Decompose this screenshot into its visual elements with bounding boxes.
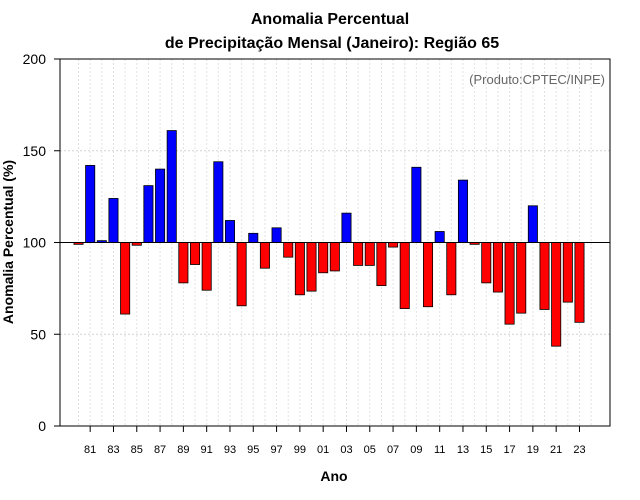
- x-tick-label: 07: [387, 444, 399, 456]
- bar-1988: [166, 130, 177, 243]
- x-tick-label: 05: [364, 444, 376, 456]
- x-axis-label: Ano: [320, 468, 347, 484]
- bar-2017: [504, 242, 515, 325]
- bar-1983: [108, 198, 119, 243]
- bar-1984: [120, 242, 131, 315]
- x-axis-ticks: 81 83 85 87 89 91 93 95 97 99 01 03 05 07 09 11 13 15 17 19…: [84, 426, 586, 456]
- bar-2018: [516, 242, 527, 314]
- bar-2005: [364, 242, 375, 266]
- bar-2020: [539, 242, 550, 310]
- x-tick-label: 95: [247, 444, 259, 456]
- y-tick-label: 50: [30, 326, 46, 342]
- y-axis-ticks: 0 50 100 150 200: [23, 51, 60, 434]
- chart-title-line2: de Precipitação Mensal (Janeiro): Região…: [165, 35, 499, 52]
- bar-2000: [306, 242, 317, 292]
- y-tick-label: 0: [38, 418, 46, 434]
- bar-2021: [551, 242, 562, 347]
- bar-1986: [143, 185, 154, 243]
- bar-series: [73, 130, 585, 347]
- y-axis-label: Anomalia Percentual (%): [0, 160, 16, 324]
- bar-2012: [446, 242, 457, 296]
- bar-2010: [423, 242, 434, 308]
- x-tick-label: 91: [201, 444, 213, 456]
- bar-1996: [259, 242, 270, 269]
- x-tick-label: 89: [177, 444, 189, 456]
- credit-label: (Produto:CPTEC/INPE): [469, 72, 605, 87]
- bar-1991: [201, 242, 212, 291]
- bar-2001: [318, 242, 329, 274]
- bar-2019: [527, 205, 538, 243]
- bar-2002: [329, 242, 340, 272]
- x-tick-label: 87: [154, 444, 166, 456]
- bar-2006: [376, 242, 387, 287]
- bar-2015: [481, 242, 492, 284]
- x-tick-label: 23: [573, 444, 585, 456]
- y-tick-label: 200: [23, 51, 47, 67]
- x-tick-label: 83: [107, 444, 119, 456]
- bar-2007: [388, 242, 399, 248]
- x-tick-label: 01: [317, 444, 329, 456]
- x-tick-label: 81: [84, 444, 96, 456]
- bar-1987: [155, 168, 166, 243]
- x-tick-label: 13: [457, 444, 469, 456]
- bar-1981: [85, 165, 96, 243]
- x-tick-label: 97: [270, 444, 282, 456]
- bar-1992: [213, 161, 224, 243]
- grid-lines: [60, 59, 610, 426]
- bar-2023: [574, 242, 585, 323]
- bar-1990: [190, 242, 201, 265]
- y-tick-label: 100: [23, 235, 47, 251]
- x-tick-label: 93: [224, 444, 236, 456]
- bar-1998: [283, 242, 294, 258]
- x-tick-label: 09: [410, 444, 422, 456]
- bar-1995: [248, 232, 259, 243]
- bar-2013: [457, 179, 468, 243]
- bar-2004: [353, 242, 364, 266]
- bar-1999: [294, 242, 305, 296]
- x-tick-label: 19: [527, 444, 539, 456]
- bar-2003: [341, 212, 352, 243]
- chart-title-line1: Anomalia Percentual: [251, 11, 409, 28]
- bar-1994: [236, 242, 247, 307]
- x-tick-label: 15: [480, 444, 492, 456]
- y-tick-label: 150: [23, 143, 47, 159]
- bar-2008: [399, 242, 410, 309]
- bar-2016: [492, 242, 503, 293]
- bar-2022: [562, 242, 573, 303]
- x-tick-label: 17: [503, 444, 515, 456]
- x-tick-label: 03: [340, 444, 352, 456]
- x-tick-label: 11: [434, 444, 445, 456]
- bar-1993: [224, 220, 235, 243]
- bar-1989: [178, 242, 189, 284]
- x-tick-label: 21: [550, 444, 562, 456]
- x-tick-label: 85: [131, 444, 143, 456]
- bar-1997: [271, 227, 282, 243]
- bar-2011: [434, 231, 445, 243]
- x-tick-label: 99: [294, 444, 306, 456]
- bar-2009: [411, 166, 422, 243]
